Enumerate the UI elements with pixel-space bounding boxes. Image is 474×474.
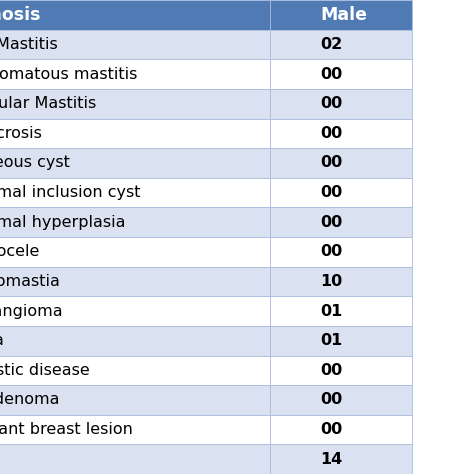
- Bar: [0, 296, 270, 326]
- Text: 00: 00: [320, 155, 342, 171]
- Text: 00: 00: [320, 185, 342, 200]
- Text: 01: 01: [320, 303, 342, 319]
- Text: Galactocele: Galactocele: [0, 244, 40, 259]
- Bar: [0, 326, 270, 356]
- Bar: [270, 0, 412, 30]
- Text: Fat Necrosis: Fat Necrosis: [0, 126, 42, 141]
- Bar: [270, 445, 412, 474]
- Bar: [0, 385, 270, 415]
- Bar: [0, 30, 270, 59]
- Bar: [270, 237, 412, 266]
- Text: 00: 00: [320, 215, 342, 230]
- Text: Sebaceous cyst: Sebaceous cyst: [0, 155, 70, 171]
- Text: 00: 00: [320, 66, 342, 82]
- Bar: [0, 0, 270, 30]
- Text: Male: Male: [320, 6, 367, 24]
- Bar: [270, 118, 412, 148]
- Bar: [270, 415, 412, 445]
- Text: Malignant breast lesion: Malignant breast lesion: [0, 422, 133, 437]
- Bar: [0, 445, 270, 474]
- Bar: [270, 326, 412, 356]
- Bar: [0, 89, 270, 118]
- Bar: [270, 385, 412, 415]
- Bar: [0, 415, 270, 445]
- Text: Gynecomastia: Gynecomastia: [0, 274, 60, 289]
- Bar: [270, 296, 412, 326]
- Bar: [270, 356, 412, 385]
- Text: Diagnosis: Diagnosis: [0, 6, 41, 24]
- Text: Epidermal inclusion cyst: Epidermal inclusion cyst: [0, 185, 141, 200]
- Bar: [0, 237, 270, 266]
- Bar: [270, 148, 412, 178]
- Bar: [0, 118, 270, 148]
- Text: Fibroadenoma: Fibroadenoma: [0, 392, 60, 408]
- Text: Granulomatous mastitis: Granulomatous mastitis: [0, 66, 138, 82]
- Text: 00: 00: [320, 126, 342, 141]
- Text: Epidermal hyperplasia: Epidermal hyperplasia: [0, 215, 126, 230]
- Text: 00: 00: [320, 392, 342, 408]
- Bar: [270, 89, 412, 118]
- Bar: [270, 266, 412, 296]
- Text: 01: 01: [320, 333, 342, 348]
- Bar: [270, 178, 412, 208]
- Text: 00: 00: [320, 244, 342, 259]
- Bar: [270, 208, 412, 237]
- Text: 14: 14: [320, 452, 342, 467]
- Text: Acute Mastitis: Acute Mastitis: [0, 37, 58, 52]
- Text: 02: 02: [320, 37, 342, 52]
- Bar: [0, 208, 270, 237]
- Text: 00: 00: [320, 96, 342, 111]
- Bar: [270, 30, 412, 59]
- Text: 00: 00: [320, 422, 342, 437]
- Bar: [0, 178, 270, 208]
- Bar: [0, 59, 270, 89]
- Text: Lipoma: Lipoma: [0, 333, 4, 348]
- Text: 10: 10: [320, 274, 342, 289]
- Bar: [0, 356, 270, 385]
- Text: 00: 00: [320, 363, 342, 378]
- Bar: [270, 59, 412, 89]
- Bar: [0, 148, 270, 178]
- Text: Tubercular Mastitis: Tubercular Mastitis: [0, 96, 97, 111]
- Text: Haemangioma: Haemangioma: [0, 303, 63, 319]
- Bar: [0, 266, 270, 296]
- Text: Polycystic disease: Polycystic disease: [0, 363, 90, 378]
